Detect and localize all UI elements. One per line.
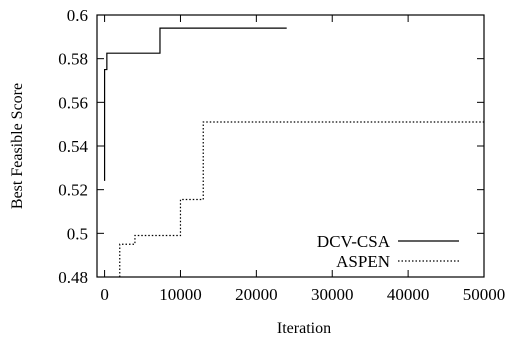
x-tick-label: 30000 — [311, 285, 354, 304]
legend-label: DCV-CSA — [317, 232, 391, 251]
x-tick-label: 0 — [100, 285, 109, 304]
x-tick-label: 20000 — [235, 285, 278, 304]
legend-label: ASPEN — [336, 252, 390, 271]
series-line-aspen — [119, 121, 484, 277]
x-tick-label: 40000 — [387, 285, 430, 304]
plot-frame — [96, 14, 485, 278]
x-axis-label: Iteration — [277, 320, 331, 337]
y-axis-label: Best Feasible Score — [9, 83, 26, 209]
y-tick-label: 0.5 — [67, 224, 88, 243]
series-line-dcv-csa — [103, 27, 287, 181]
y-tick-label: 0.48 — [58, 268, 88, 287]
y-tick-label: 0.58 — [58, 50, 88, 69]
y-tick-label: 0.54 — [58, 137, 88, 156]
x-tick-label: 50000 — [463, 285, 506, 304]
y-tick-label: 0.6 — [67, 6, 88, 25]
y-tick-label: 0.52 — [58, 181, 88, 200]
x-tick-label: 10000 — [159, 285, 202, 304]
y-tick-label: 0.56 — [58, 93, 88, 112]
